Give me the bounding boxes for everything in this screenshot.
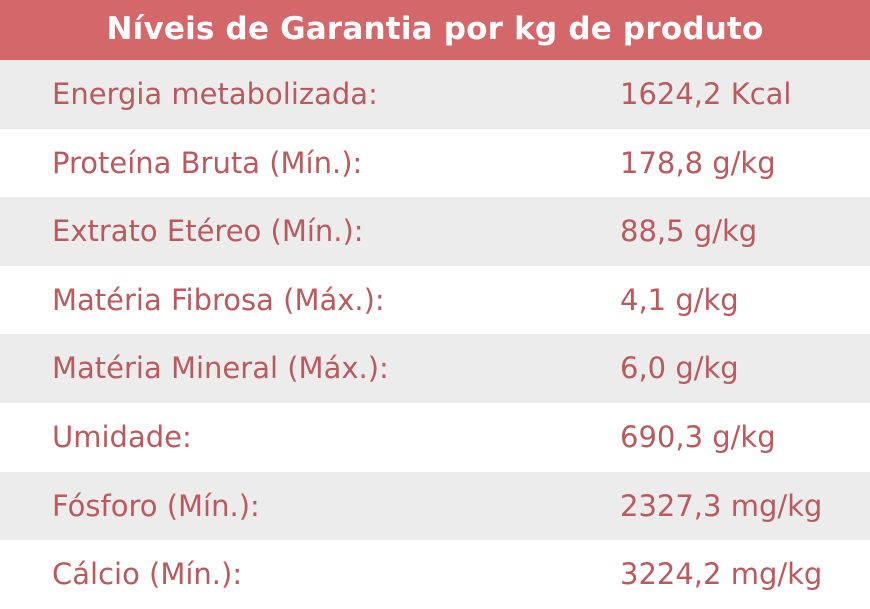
table-row: Energia metabolizada: 1624,2 Kcal: [0, 60, 870, 129]
nutrient-value: 2327,3 mg/kg: [620, 488, 823, 523]
nutrient-label: Cálcio (Mín.):: [52, 557, 243, 592]
nutrient-value: 178,8 g/kg: [620, 145, 776, 180]
nutrient-label: Energia metabolizada:: [52, 77, 378, 111]
table-row: Proteína Bruta (Mín.): 178,8 g/kg: [0, 129, 870, 198]
table-row: Umidade: 690,3 g/kg: [0, 403, 870, 472]
nutrient-value: 6,0 g/kg: [620, 351, 739, 386]
nutrient-value: 690,3 g/kg: [620, 419, 776, 454]
table-row: Matéria Fibrosa (Máx.): 4,1 g/kg: [0, 266, 870, 335]
table-title: Níveis de Garantia por kg de produto: [106, 11, 764, 47]
nutrient-label: Umidade:: [52, 419, 192, 454]
nutrient-label: Matéria Fibrosa (Máx.):: [52, 282, 385, 317]
table-row: Extrato Etéreo (Mín.): 88,5 g/kg: [0, 197, 870, 266]
nutrient-value: 4,1 g/kg: [620, 282, 739, 317]
nutrient-label: Fósforo (Mín.):: [52, 488, 260, 523]
table-body: Energia metabolizada: 1624,2 Kcal Proteí…: [0, 60, 870, 609]
nutrient-value: 88,5 g/kg: [620, 214, 758, 249]
table-row: Matéria Mineral (Máx.): 6,0 g/kg: [0, 334, 870, 403]
table-row: Cálcio (Mín.): 3224,2 mg/kg: [0, 540, 870, 609]
table-header: Níveis de Garantia por kg de produto: [0, 0, 870, 60]
table-row: Fósforo (Mín.): 2327,3 mg/kg: [0, 471, 870, 541]
nutrient-label: Proteína Bruta (Mín.):: [52, 145, 363, 180]
nutrient-label: Extrato Etéreo (Mín.):: [52, 214, 364, 249]
nutrient-value: 1624,2 Kcal: [620, 77, 792, 111]
nutrient-value: 3224,2 mg/kg: [620, 557, 823, 592]
nutrient-label: Matéria Mineral (Máx.):: [52, 351, 389, 386]
